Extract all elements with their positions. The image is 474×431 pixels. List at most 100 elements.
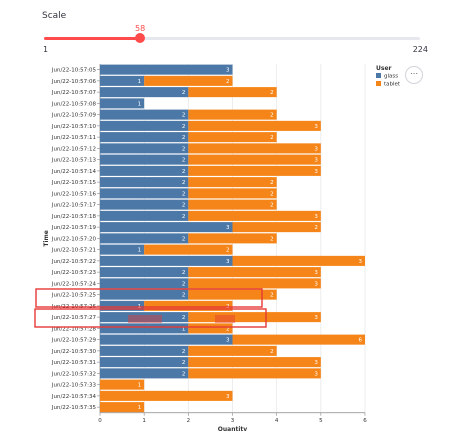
bar-value-label: 2 <box>182 146 186 152</box>
bar-value-label: 3 <box>226 225 230 231</box>
slider-track[interactable] <box>44 33 420 43</box>
y-tick-label: Jun/22-10:57:05 <box>51 68 97 74</box>
bar-value-label: 2 <box>182 135 186 141</box>
bar-tablet <box>188 323 233 334</box>
bar-glass <box>100 132 189 143</box>
legend-swatch-glass <box>376 73 381 78</box>
bar-tablet <box>188 109 277 120</box>
y-axis-title: Time <box>43 230 50 246</box>
bar-tablet <box>232 222 321 233</box>
bar-value-label: 2 <box>182 315 186 321</box>
x-tick-label: 5 <box>319 418 323 424</box>
bar-value-label: 2 <box>270 113 274 119</box>
bar-tablet <box>232 334 365 345</box>
bar-glass <box>100 75 145 86</box>
bar-value-label: 2 <box>270 349 274 355</box>
y-tick-label: Jun/22-10:57:21 <box>51 248 96 254</box>
y-tick-label: Jun/22-10:57:09 <box>51 113 97 119</box>
x-tick-label: 1 <box>142 418 146 424</box>
y-tick-label: Jun/22-10:57:15 <box>51 180 97 186</box>
bar-glass <box>100 289 189 300</box>
more-options-icon[interactable]: ⋯ <box>405 66 423 84</box>
bar-value-label: 2 <box>270 236 274 242</box>
bar-tablet <box>144 75 233 86</box>
y-tick-label: Jun/22-10:57:25 <box>51 293 97 299</box>
bar-tablet <box>188 289 277 300</box>
x-tick-label: 6 <box>363 418 367 424</box>
bar-value-label: 2 <box>182 203 186 209</box>
bar-glass <box>100 233 189 244</box>
bar-glass <box>100 278 189 289</box>
x-tick-label: 0 <box>98 418 102 424</box>
slider-value: 58 <box>135 24 146 33</box>
bar-value-label: 3 <box>314 146 318 152</box>
bar-glass <box>100 368 189 379</box>
bar-glass <box>100 177 189 188</box>
bar-value-label: 1 <box>138 248 142 254</box>
bar-tablet <box>144 300 233 311</box>
bar-glass <box>100 98 145 109</box>
bar-value-label: 2 <box>182 124 186 130</box>
slider-max: 224 <box>412 45 428 54</box>
legend-label-tablet: tablet <box>384 82 401 88</box>
y-tick-label: Jun/22-10:57:20 <box>51 236 97 242</box>
y-tick-label: Jun/22-10:57:18 <box>51 214 97 220</box>
y-tick-label: Jun/22-10:57:27 <box>51 315 97 321</box>
y-tick-label: Jun/22-10:57:22 <box>51 259 96 265</box>
legend-swatch-tablet <box>376 81 381 86</box>
y-tick-label: Jun/22-10:57:30 <box>51 349 97 355</box>
bar-glass <box>100 267 189 278</box>
bar-value-label: 2 <box>182 270 186 276</box>
bar-value-label: 2 <box>182 236 186 242</box>
bar-glass <box>100 210 189 221</box>
bar-tablet <box>188 132 277 143</box>
y-tick-label: Jun/22-10:57:23 <box>51 270 97 276</box>
bar-tablet <box>188 368 321 379</box>
y-tick-label: Jun/22-10:57:34 <box>51 394 97 400</box>
bar-tablet <box>188 199 277 210</box>
bar-tablet <box>188 87 277 98</box>
bar-value-label: 1 <box>138 79 142 85</box>
bar-value-label: 2 <box>226 248 230 254</box>
legend-title: User <box>376 65 392 72</box>
bar-glass <box>100 87 189 98</box>
x-axis-title: Quantity <box>218 426 247 431</box>
bar-tablet <box>188 233 277 244</box>
y-tick-label: Jun/22-10:57:10 <box>51 124 97 130</box>
slider-label: Scale <box>42 11 67 21</box>
bar-tablet <box>188 120 321 131</box>
highlight-marker <box>128 315 162 323</box>
bar-value-label: 2 <box>270 191 274 197</box>
x-tick-label: 4 <box>275 418 279 424</box>
bar-tablet <box>188 345 277 356</box>
y-tick-label: Jun/22-10:57:08 <box>51 101 97 107</box>
slider-thumb[interactable] <box>135 33 146 43</box>
bar-tablet <box>188 210 321 221</box>
bar-value-label: 1 <box>138 405 142 411</box>
bar-tablet <box>188 154 321 165</box>
bar-glass <box>100 64 233 75</box>
bar-value-label: 2 <box>270 293 274 299</box>
bar-value-label: 3 <box>226 394 230 400</box>
bar-value-label: 3 <box>314 360 318 366</box>
bar-tablet <box>188 188 277 199</box>
y-tick-label: Jun/22-10:57:28 <box>51 326 97 332</box>
bar-glass <box>100 323 189 334</box>
bar-glass <box>100 188 189 199</box>
bar-value-label: 1 <box>182 326 186 332</box>
bar-glass <box>100 255 233 266</box>
x-tick-label: 3 <box>231 418 235 424</box>
y-tick-label: Jun/22-10:57:14 <box>51 169 97 175</box>
bar-value-label: 3 <box>314 124 318 130</box>
bar-tablet <box>100 390 233 401</box>
bar-value-label: 3 <box>314 315 318 321</box>
y-tick-label: Jun/22-10:57:32 <box>51 371 96 377</box>
bar-tablet <box>144 244 233 255</box>
highlight-box <box>34 308 267 328</box>
bar-tablet <box>232 255 365 266</box>
bar-value-label: 2 <box>182 371 186 377</box>
bar-glass <box>100 334 233 345</box>
bar-glass <box>100 312 189 323</box>
bar-value-label: 2 <box>226 326 230 332</box>
legend-label-glass: glass <box>384 74 398 80</box>
